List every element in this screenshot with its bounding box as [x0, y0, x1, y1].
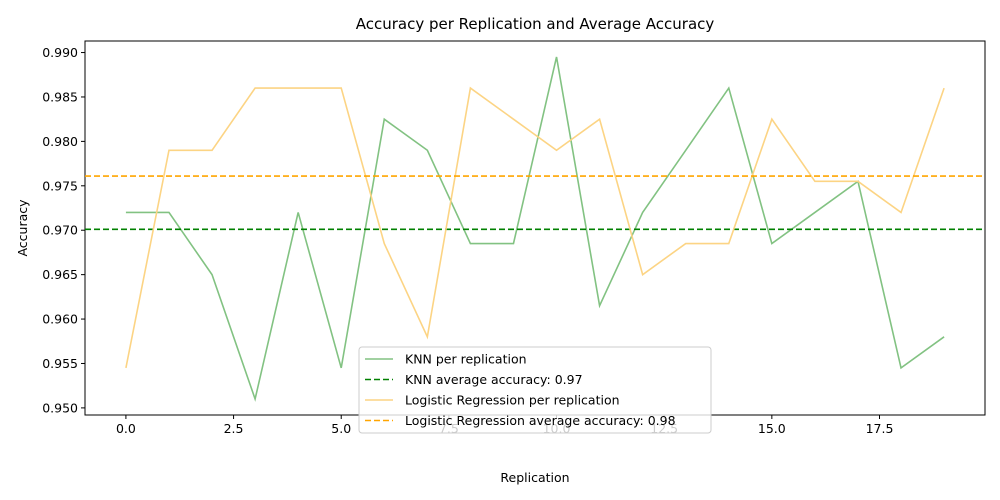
x-tick-label: 15.0: [758, 421, 786, 436]
x-axis-title: Replication: [500, 470, 569, 485]
y-tick-label: 0.955: [42, 356, 78, 371]
y-tick-label: 0.950: [42, 400, 78, 415]
legend: KNN per replication KNN average accuracy:…: [358, 346, 712, 434]
legend-label: Logistic Regression per replication: [405, 393, 620, 408]
y-tick-label: 0.960: [42, 312, 78, 327]
y-tick-label: 0.985: [42, 89, 78, 104]
y-tick-label: 0.975: [42, 178, 78, 193]
x-tick-label: 2.5: [224, 421, 244, 436]
x-tick-label: 5.0: [331, 421, 351, 436]
y-tick-label: 0.980: [42, 134, 78, 149]
x-tick-label: 0.0: [116, 421, 136, 436]
series-line-knn-per-replication: [125, 56, 945, 402]
legend-box: [358, 346, 712, 434]
legend-label: Logistic Regression average accuracy: 0.…: [405, 413, 676, 428]
chart-title: Accuracy per Replication and Average Acc…: [356, 15, 715, 33]
series-layer: [85, 56, 985, 402]
y-axis: 0.950 0.955 0.960 0.965 0.970 0.975 0.980 0.985…: [42, 45, 85, 415]
legend-label: KNN per replication: [405, 352, 527, 367]
legend-label: KNN average accuracy: 0.97: [405, 372, 583, 387]
x-tick-label: 17.5: [866, 421, 894, 436]
series-line-logistic-regression-per-replication: [125, 86, 945, 369]
y-tick-label: 0.970: [42, 223, 78, 238]
y-axis-title: Accuracy: [15, 199, 30, 257]
y-tick-label: 0.965: [42, 267, 78, 282]
y-tick-label: 0.990: [42, 45, 78, 60]
